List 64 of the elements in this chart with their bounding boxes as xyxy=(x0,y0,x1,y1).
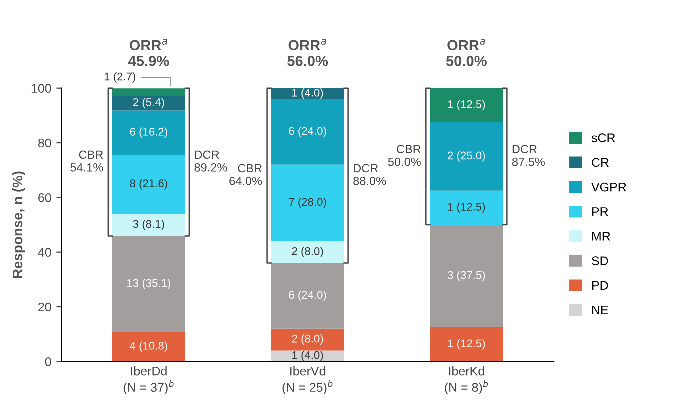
data-label: 2 (8.0) xyxy=(292,334,324,345)
annotation: CBR 50.0% xyxy=(388,145,421,166)
data-label: 1 (2.7) xyxy=(104,72,136,83)
data-label: 2 (25.0) xyxy=(448,152,486,162)
legend-label: NE xyxy=(592,306,608,315)
data-label: 1 (12.5) xyxy=(448,202,486,214)
bar xyxy=(112,110,186,156)
bar xyxy=(271,99,344,165)
y-tick-label: 80 xyxy=(38,138,52,148)
x-tick-label: IberDd (N = 37)$^{b}$ xyxy=(124,366,174,395)
text: ORR$^{a}$ 50.0% xyxy=(446,39,487,66)
data-label: 1 (12.5) xyxy=(448,100,486,111)
bar xyxy=(430,328,504,362)
bar xyxy=(271,263,344,329)
legend-label: CR xyxy=(592,158,609,168)
annotation: CBR 64.0% xyxy=(230,164,262,186)
data-label: 6 (24.0) xyxy=(289,290,326,302)
data-label: 2 (5.4) xyxy=(133,98,164,109)
bar xyxy=(112,214,186,236)
annotation: CBR 54.1% xyxy=(70,150,104,172)
data-label: 13 (35.1) xyxy=(128,279,170,290)
data-label: 3 (8.1) xyxy=(133,220,164,230)
data-label: 1 (12.5) xyxy=(448,339,486,350)
bar xyxy=(271,328,344,351)
data-label: 4 (10.8) xyxy=(130,342,168,352)
data-label: 6 (24.0) xyxy=(289,126,326,138)
bar xyxy=(112,236,186,332)
y-tick-label: 60 xyxy=(38,193,52,202)
data-label: 1 (4.0) xyxy=(292,351,324,362)
data-label: 8 (21.6) xyxy=(130,179,168,190)
y-tick-label: 20 xyxy=(38,302,52,312)
annotation: DCR 87.5% xyxy=(512,145,545,166)
bar xyxy=(112,155,186,214)
data-label: 1 (4.0) xyxy=(292,88,324,100)
legend-label: PD xyxy=(592,281,608,290)
text: ORR$^{a}$ 45.9% xyxy=(128,39,170,66)
bar xyxy=(112,96,186,111)
data-label: 3 (37.5) xyxy=(448,271,486,282)
y-tick-label: 0 xyxy=(45,357,52,366)
bar xyxy=(430,88,504,123)
text: ORR$^{a}$ 56.0% xyxy=(288,39,328,66)
legend-label: SD xyxy=(592,256,608,266)
bar xyxy=(271,241,344,264)
y-tick-label: 40 xyxy=(38,248,52,258)
y-axis-title: Response, n (%) xyxy=(12,172,26,278)
data-label: 2 (8.0) xyxy=(292,247,324,258)
legend-label: PR xyxy=(592,208,608,216)
legend-label: MR xyxy=(592,232,610,241)
x-tick-label: IberKd (N = 8)$^{b}$ xyxy=(445,366,488,395)
bar xyxy=(271,88,344,100)
legend-label: sCR xyxy=(592,134,616,143)
annotation: DCR 88.0% xyxy=(354,164,386,186)
x-tick-label: IberVd (N = 25)$^{b}$ xyxy=(282,366,333,395)
data-label: 7 (28.0) xyxy=(289,198,326,208)
bar xyxy=(112,88,186,96)
bar xyxy=(271,164,344,242)
annotation: DCR 89.2% xyxy=(194,150,228,172)
bar xyxy=(430,225,504,328)
bar xyxy=(430,122,504,191)
y-tick-label: 100 xyxy=(32,84,52,94)
legend-label: VGPR xyxy=(592,182,626,192)
data-label: 6 (16.2) xyxy=(130,128,168,138)
bar xyxy=(112,332,186,362)
bar xyxy=(430,190,504,226)
